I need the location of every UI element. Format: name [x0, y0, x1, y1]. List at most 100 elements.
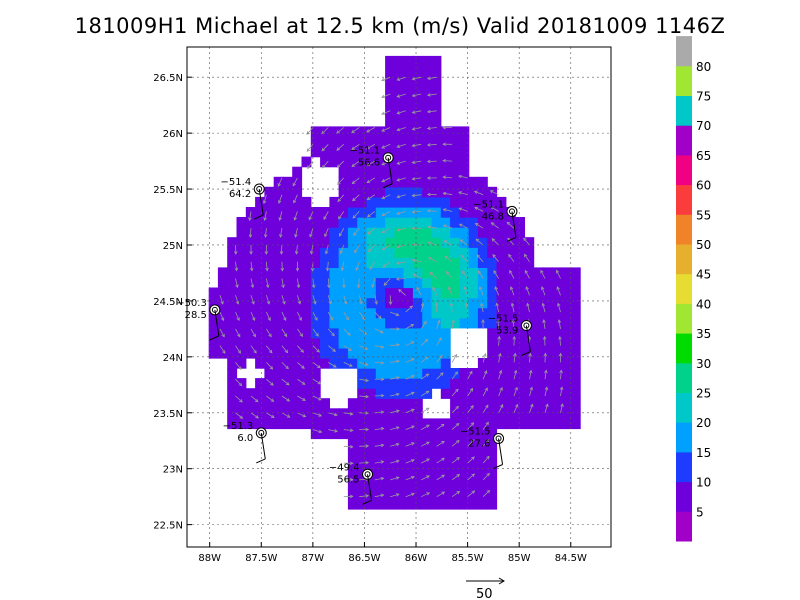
wind-vector [443, 224, 453, 229]
wind-vector-head [541, 302, 546, 307]
wind-speed-cell [394, 297, 405, 309]
wind-vector [312, 395, 322, 401]
wind-vector-head [315, 333, 319, 337]
wind-speed-cell [422, 156, 433, 168]
wind-vector-head [426, 475, 430, 479]
wind-speed-cell [264, 337, 275, 349]
wind-vector-head [250, 284, 255, 289]
wind-vector-head [299, 333, 303, 337]
wind-speed-cell [412, 388, 423, 399]
wind-vector-head [542, 335, 547, 340]
wind-vector-head [337, 181, 341, 186]
wind-speed-cell [477, 176, 488, 188]
wind-speed-cell [329, 347, 340, 359]
wind-speed-cell [375, 478, 386, 490]
wind-speed-cell [403, 66, 414, 77]
wind-speed-cell [450, 317, 460, 329]
wind-speed-cell [375, 136, 386, 148]
wind-vector-head [365, 494, 370, 498]
wind-speed-cell [338, 176, 349, 188]
wind-vector-head [337, 198, 341, 203]
wind-vector [509, 270, 515, 279]
wind-vector-head [374, 301, 378, 305]
wind-speed-cell [477, 428, 488, 440]
wind-vector [493, 270, 499, 279]
wind-speed-cell [403, 116, 414, 128]
wind-speed-cell [338, 418, 349, 430]
wind-speed-cell [292, 317, 303, 329]
wind-vector [490, 190, 499, 196]
wind-vector-head [476, 254, 481, 259]
wind-vector-head [381, 212, 386, 216]
wind-speed-cell [273, 247, 284, 258]
wind-vector-head [295, 267, 300, 272]
wind-speed-cell [282, 196, 293, 208]
wind-vector-head [268, 349, 273, 354]
wind-speed-cell [282, 317, 293, 329]
dropsonde: −51.553.9 [488, 314, 532, 356]
wind-speed-cell [375, 146, 386, 158]
wind-speed-cell [375, 358, 386, 369]
dropsonde: −51.527.6 [460, 426, 505, 469]
wind-speed-cell [477, 358, 488, 369]
wind-vector-head [347, 332, 351, 336]
wind-vector [352, 211, 360, 219]
wind-speed-cell [385, 106, 395, 117]
wind-speed-cell [255, 398, 265, 409]
x-tick-label: 85W [508, 553, 531, 564]
wind-vector-head [349, 412, 354, 416]
wind-speed-cell [264, 277, 275, 289]
wind-vector [405, 493, 415, 498]
wind-vector-head [351, 146, 355, 150]
wind-speed-cell [542, 368, 553, 379]
wind-speed-cell [403, 347, 414, 359]
wind-speed-cell [487, 428, 498, 440]
wind-speed-cell [422, 55, 433, 67]
wind-speed-cell [329, 267, 340, 279]
wind-speed-cell [524, 257, 535, 268]
wind-vector [512, 319, 515, 329]
wind-speed-cell [292, 176, 303, 188]
wind-vector-head [425, 373, 430, 377]
colorbar-segment [676, 422, 692, 453]
wind-speed-cell [394, 458, 405, 470]
wind-vector-head [526, 302, 530, 307]
wind-vector [336, 127, 345, 134]
dropsonde-bottom-value: 46.8 [482, 211, 504, 222]
wind-vector [390, 393, 400, 397]
wind-vector-head [301, 365, 305, 369]
wind-speed-cell [217, 307, 228, 319]
wind-vector [312, 345, 320, 353]
wind-vector-head [463, 286, 467, 291]
wind-vector [450, 303, 453, 313]
wind-speed-cell [403, 388, 414, 399]
wind-vector-head [411, 177, 416, 181]
wind-vector-head [444, 255, 448, 260]
wind-speed-cell [282, 418, 293, 430]
wind-speed-cell [496, 327, 507, 339]
wind-speed-cell [357, 347, 368, 359]
wind-speed-cell [292, 408, 303, 419]
wind-vector [492, 254, 499, 263]
wind-speed-cell [273, 327, 284, 339]
dropsonde-bottom-value: 56.6 [358, 158, 380, 169]
wind-vector [295, 228, 298, 238]
wind-speed-cell [282, 297, 293, 309]
wind-speed-cell [273, 186, 284, 198]
wind-speed-cell [422, 106, 433, 117]
wind-vector [359, 362, 369, 366]
wind-speed-cell [505, 398, 516, 409]
wind-speed-cell [264, 207, 275, 218]
wind-speed-cell [310, 317, 321, 329]
wind-vector [436, 474, 445, 481]
wind-speed-cell [255, 277, 265, 289]
wind-vector [366, 177, 376, 184]
y-tick-label: 24N [163, 353, 183, 364]
wind-vector [328, 429, 338, 432]
wind-speed-cell [329, 126, 340, 138]
wind-speed-cell [292, 337, 303, 349]
wind-speed-cell [375, 196, 386, 208]
wind-vector-head [311, 284, 316, 289]
wind-speed-cell [320, 277, 330, 289]
wind-vector [390, 426, 400, 430]
